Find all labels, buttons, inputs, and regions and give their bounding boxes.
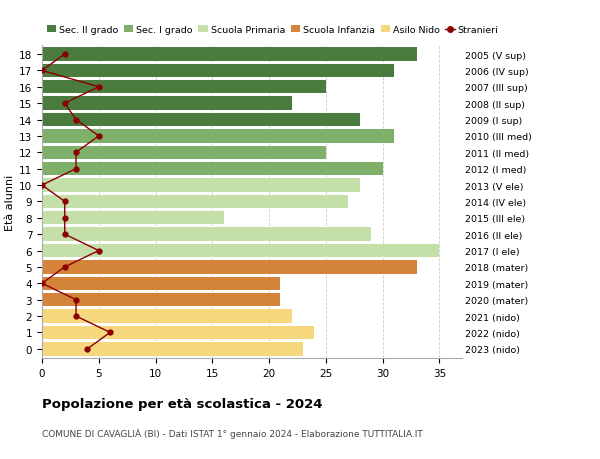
Bar [42, 162, 383, 176]
Bar [42, 146, 326, 160]
Bar [42, 228, 371, 241]
Bar [42, 179, 360, 192]
Text: COMUNE DI CAVAGLIÀ (BI) - Dati ISTAT 1° gennaio 2024 - Elaborazione TUTTITALIA.I: COMUNE DI CAVAGLIÀ (BI) - Dati ISTAT 1° … [42, 428, 423, 438]
Y-axis label: Età alunni: Età alunni [5, 174, 15, 230]
Bar [42, 130, 394, 143]
Text: Popolazione per età scolastica - 2024: Popolazione per età scolastica - 2024 [42, 397, 323, 410]
Bar [42, 81, 326, 94]
Bar [42, 48, 416, 62]
Bar [42, 97, 292, 111]
Bar [42, 212, 224, 225]
Bar [42, 195, 349, 209]
Bar [42, 244, 439, 257]
Bar [42, 113, 360, 127]
Bar [42, 342, 303, 356]
Bar [42, 277, 280, 291]
Bar [42, 261, 416, 274]
Bar [42, 310, 292, 323]
Bar [42, 65, 394, 78]
Legend: Sec. II grado, Sec. I grado, Scuola Primaria, Scuola Infanzia, Asilo Nido, Stran: Sec. II grado, Sec. I grado, Scuola Prim… [47, 26, 499, 35]
Bar [42, 293, 280, 307]
Bar [42, 326, 314, 339]
